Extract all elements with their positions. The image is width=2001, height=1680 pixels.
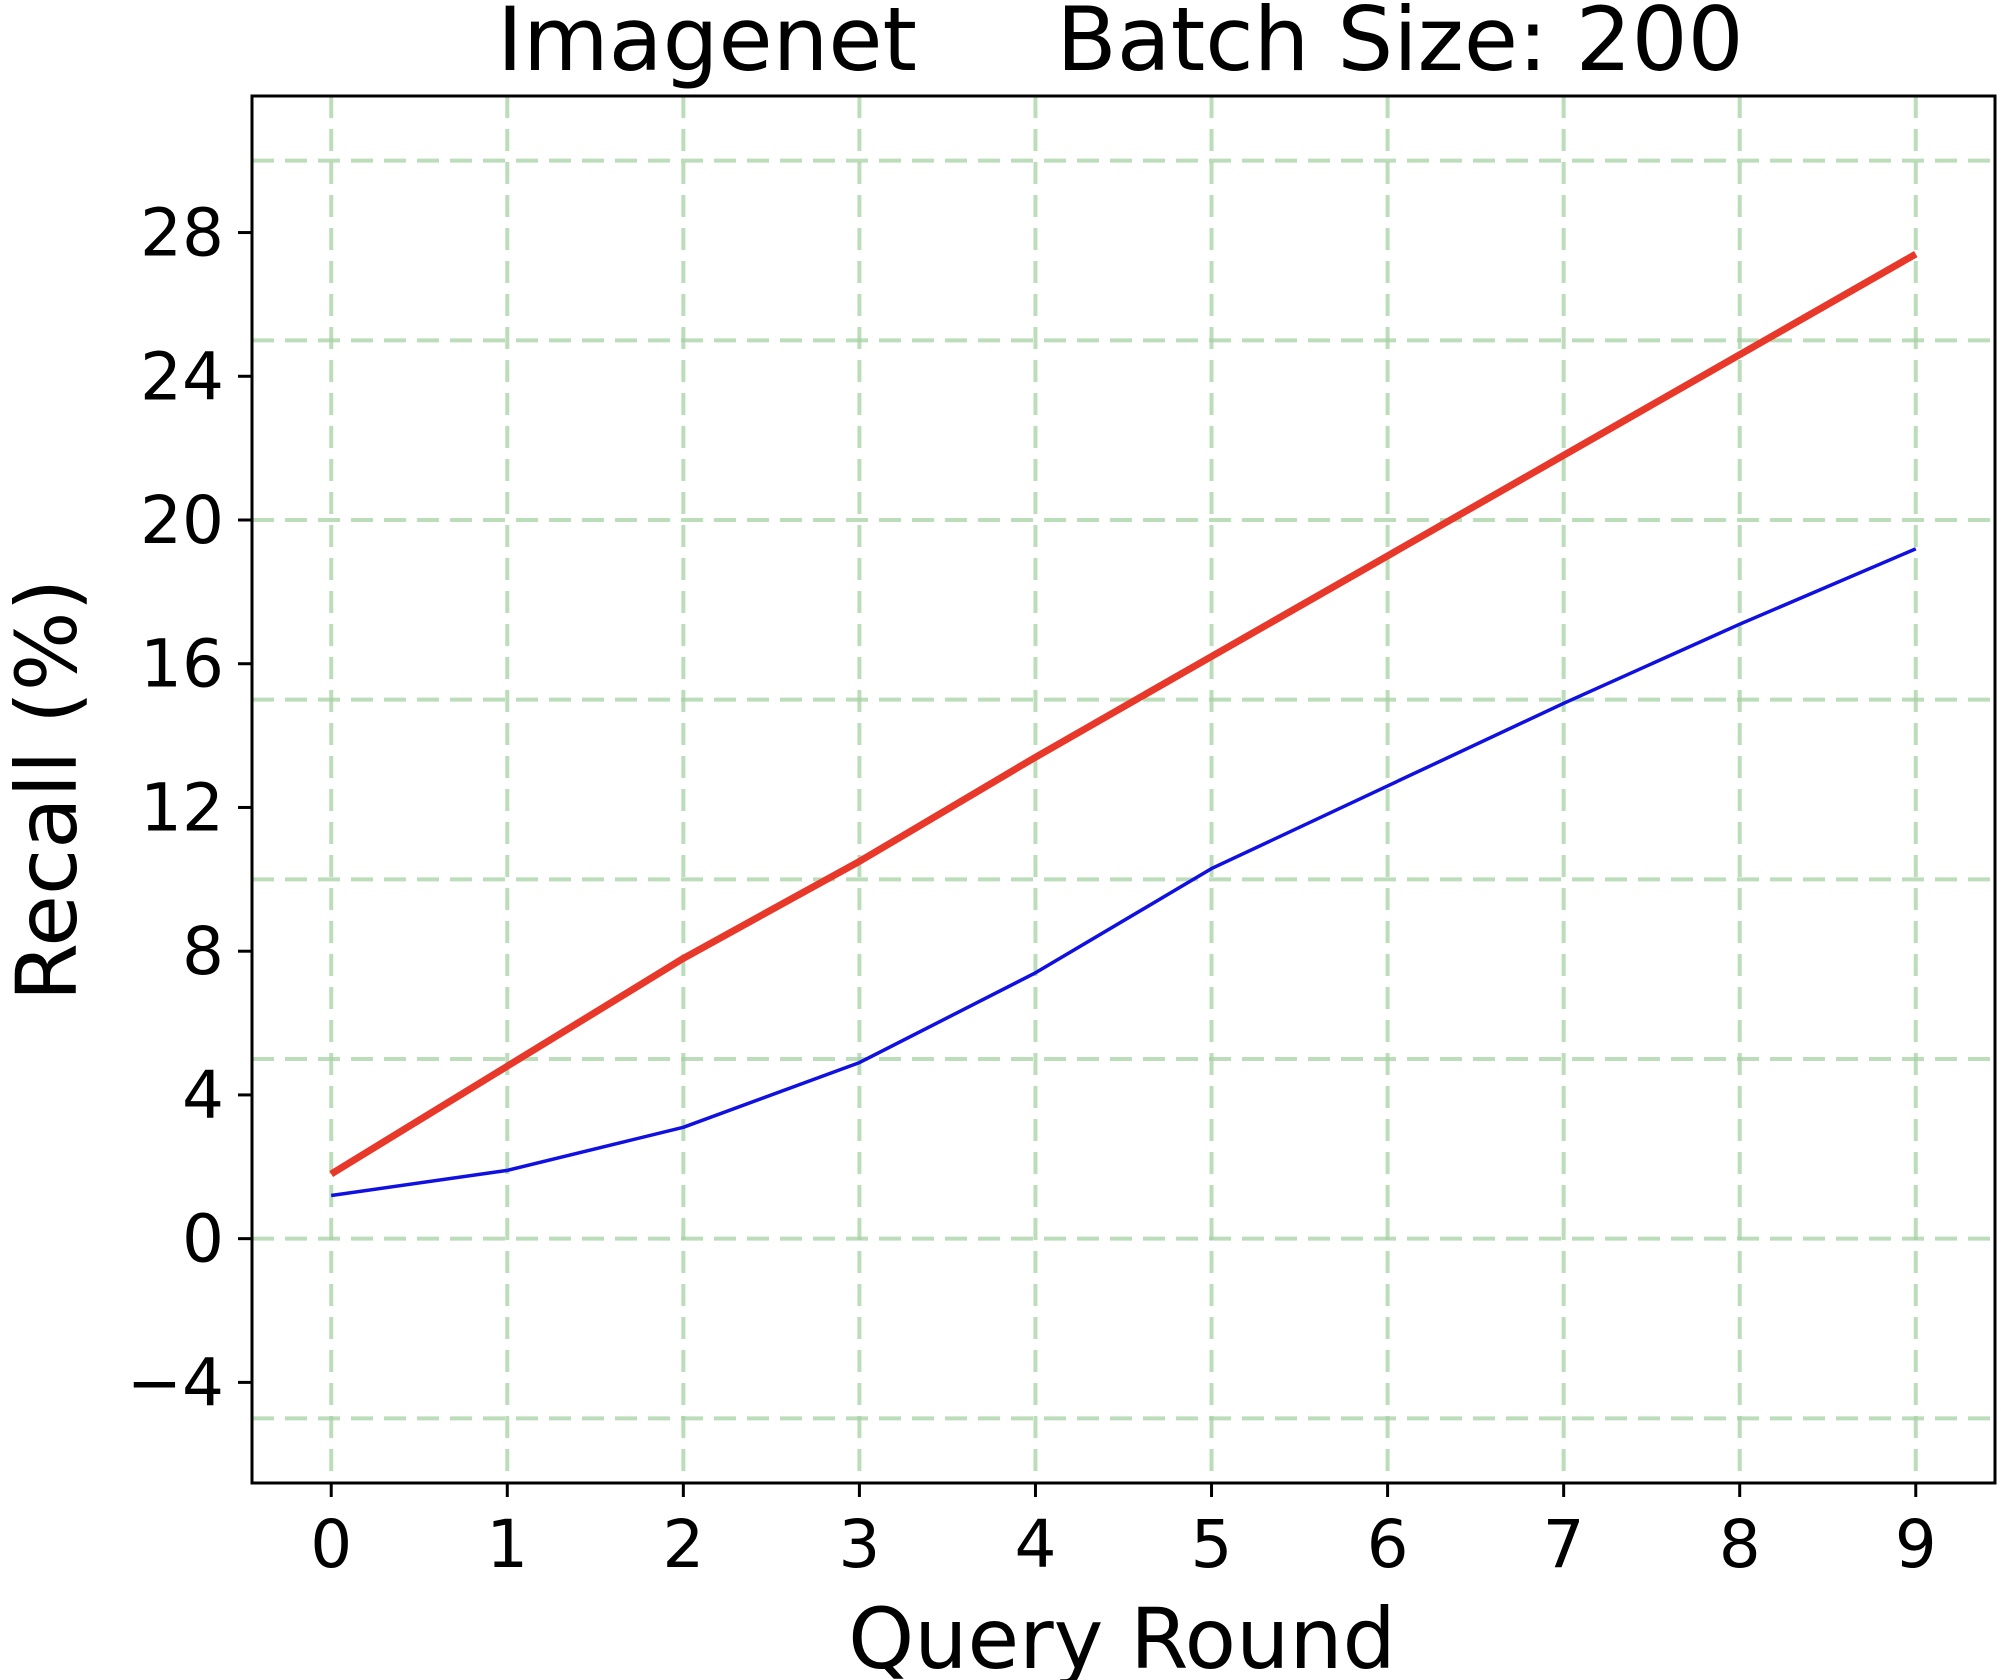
x-tick-label-0: 0 [310,1506,352,1583]
x-tick-label-5: 5 [1191,1506,1233,1583]
x-tick-label-3: 3 [838,1506,880,1583]
y-tick-label-3: 8 [182,913,224,990]
chart-title-dataset: Imagenet [497,0,917,91]
chart-title-batch-size: Batch Size: 200 [1056,0,1743,91]
y-tick-label-1: 0 [182,1201,224,1278]
series-group [329,251,1918,1198]
x-tick-label-6: 6 [1367,1506,1409,1583]
x-tick-label-7: 7 [1543,1506,1585,1583]
plot-frame [250,94,1997,1485]
grid [252,96,1995,1483]
x-tick-label-8: 8 [1719,1506,1761,1583]
y-tick-label-2: 4 [182,1057,224,1134]
y-tick-label-0: −4 [127,1344,224,1421]
y-tick-label-5: 16 [140,626,224,703]
x-tick-label-9: 9 [1895,1506,1937,1583]
y-tick-label-4: 12 [140,769,224,846]
x-tick-label-4: 4 [1014,1506,1056,1583]
y-axis-label: Recall (%) [0,579,96,1002]
x-tick-label-1: 1 [486,1506,528,1583]
y-tick-label-6: 20 [140,482,224,559]
x-tick-label-2: 2 [662,1506,704,1583]
series-line-0 [329,251,1918,1177]
series-line-1 [330,547,1917,1198]
y-tick-label-7: 24 [140,338,224,415]
y-tick-label-8: 28 [140,195,224,272]
x-axis-label: Query Round [848,1590,1396,1680]
